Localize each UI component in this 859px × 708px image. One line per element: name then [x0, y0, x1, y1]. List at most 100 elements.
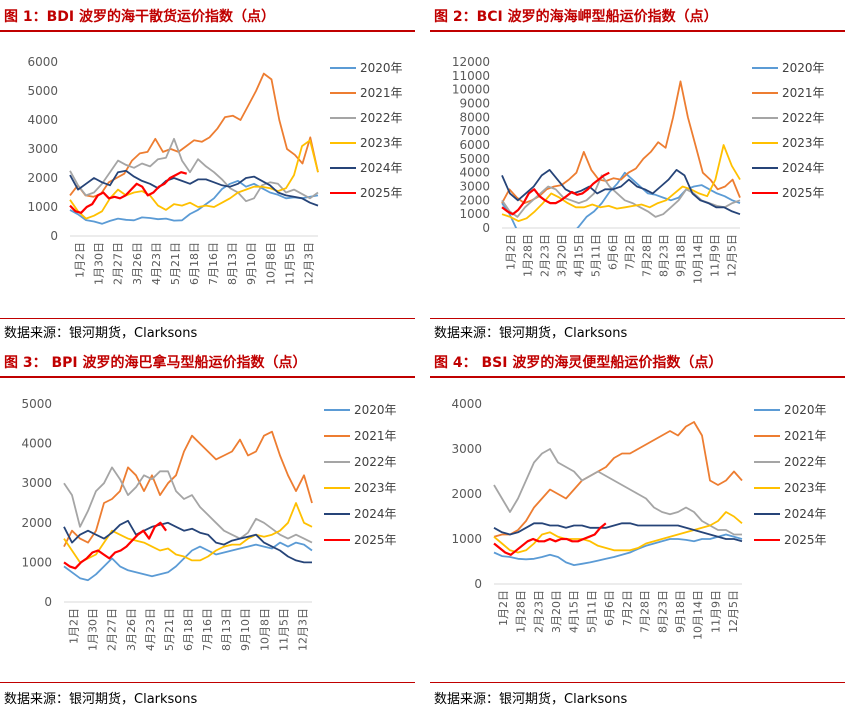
y-tick-label: 0	[44, 595, 52, 609]
x-tick-label: 9月10日	[245, 242, 258, 285]
series-line-2024年	[501, 168, 741, 216]
legend-label: 2020年	[782, 61, 825, 75]
series-line-2025年	[501, 171, 610, 216]
series-line-2021年	[501, 80, 741, 205]
x-tick-label: 1月2日	[505, 234, 518, 270]
y-tick-label: 5000	[21, 397, 52, 411]
chart-title: 图 2：BCI 波罗的海海岬型船运价指数（点）	[434, 9, 718, 25]
x-tick-label: 4月23日	[150, 242, 163, 285]
y-tick-label: 11000	[452, 69, 490, 83]
y-tick-label: 8000	[459, 110, 490, 124]
y-tick-label: 7000	[459, 124, 490, 138]
chart-title: 图 4： BSI 波罗的海灵便型船运价指数（点）	[434, 355, 723, 371]
y-tick-label: 1000	[451, 532, 482, 546]
legend-label: 2025年	[354, 533, 397, 547]
x-tick-label: 2月27日	[112, 242, 125, 285]
legend-label: 2021年	[354, 429, 397, 443]
series-line-2020年	[63, 541, 313, 582]
series-line-2024年	[63, 519, 312, 564]
title-rule	[0, 376, 415, 378]
x-tick-label: 1月28日	[522, 234, 535, 277]
x-tick-label: 5月21日	[169, 242, 182, 285]
series-line-2022年	[493, 448, 742, 536]
source-rule	[0, 318, 415, 319]
y-tick-label: 0	[474, 577, 482, 591]
x-tick-label: 5月11日	[585, 590, 598, 633]
x-tick-label: 1月2日	[68, 608, 81, 644]
x-tick-label: 2月27日	[106, 608, 119, 651]
source-rule	[430, 682, 845, 683]
title-rule	[0, 30, 415, 32]
chart-panel-bdi: 图 1：BDI 波罗的海干散货运价指数（点） 0 1000 2000 3000 4000…	[0, 0, 415, 346]
x-tick-label: 1月28日	[515, 590, 528, 633]
x-tick-label: 7月2日	[624, 234, 637, 270]
x-tick-label: 8月13日	[220, 608, 233, 651]
x-tick-label: 2月23日	[539, 234, 552, 277]
y-tick-label: 3000	[459, 180, 490, 194]
legend-label: 2024年	[784, 507, 827, 521]
series-line-2021年	[69, 72, 319, 198]
y-tick-label: 3000	[21, 476, 52, 490]
series-line-2021年	[63, 430, 313, 548]
series-line-2022年	[69, 137, 319, 203]
x-tick-label: 7月2日	[621, 590, 634, 626]
x-tick-label: 11月5日	[277, 608, 290, 651]
x-tick-label: 7月16日	[207, 242, 220, 285]
x-tick-label: 10月14日	[692, 234, 705, 284]
x-tick-label: 4月15日	[568, 590, 581, 633]
x-tick-label: 3月26日	[125, 608, 138, 651]
x-tick-label: 4月15日	[573, 234, 586, 277]
series-line-2020年	[69, 179, 319, 225]
legend-label: 2023年	[784, 481, 827, 495]
x-tick-label: 1月2日	[74, 242, 87, 278]
y-tick-label: 1000	[459, 207, 490, 221]
legend-label: 2023年	[354, 481, 397, 495]
y-tick-label: 3000	[451, 442, 482, 456]
x-tick-label: 7月28日	[639, 590, 652, 633]
x-tick-label: 12月3日	[302, 242, 315, 285]
legend-label: 2025年	[782, 186, 825, 200]
y-tick-label: 3000	[27, 142, 58, 156]
chart-bpi: 0 1000 2000 3000 4000 5000 1月2日 1月30日 2月27日 3月26日…	[21, 397, 397, 651]
title-rule	[430, 376, 845, 378]
x-tick-label: 8月23日	[658, 234, 671, 277]
y-tick-label: 5000	[459, 152, 490, 166]
y-tick-label: 0	[50, 229, 58, 243]
x-tick-label: 6月18日	[182, 608, 195, 651]
title-rule	[430, 30, 845, 32]
y-tick-label: 2000	[459, 193, 490, 207]
legend-label: 2024年	[782, 161, 825, 175]
series-line-2022年	[63, 466, 313, 544]
series-line-2025年	[63, 521, 167, 570]
data-source-note: 数据来源：银河期货，Clarksons	[4, 326, 198, 341]
source-rule	[0, 682, 415, 683]
y-tick-label: 6000	[459, 138, 490, 152]
chart-bdi: 0 1000 2000 3000 4000 5000 6000 1月2日 1月30日 2月27日 3…	[27, 55, 403, 285]
x-tick-label: 6月6日	[603, 590, 616, 626]
legend-label: 2022年	[360, 111, 403, 125]
x-tick-label: 7月16日	[201, 608, 214, 651]
chart-panel-bsi: 图 4： BSI 波罗的海灵便型船运价指数（点） 0 1000 2000 3000 40…	[430, 346, 845, 708]
y-tick-label: 5000	[27, 84, 58, 98]
x-tick-label: 11月5日	[283, 242, 296, 285]
legend-label: 2024年	[354, 507, 397, 521]
x-tick-label: 9月18日	[674, 590, 687, 633]
y-tick-label: 4000	[451, 397, 482, 411]
x-tick-label: 1月30日	[87, 608, 100, 651]
y-tick-label: 2000	[21, 516, 52, 530]
x-tick-label: 5月21日	[163, 608, 176, 651]
legend-label: 2024年	[360, 161, 403, 175]
x-tick-label: 9月18日	[675, 234, 688, 277]
chart-panel-bci: 图 2：BCI 波罗的海海岬型船运价指数（点） 0 1000 2000 3000 400…	[430, 0, 845, 346]
x-tick-label: 3月20日	[550, 590, 563, 633]
series-line-2024年	[69, 169, 319, 207]
source-rule	[430, 318, 845, 319]
chart-panel-bpi: 图 3： BPI 波罗的海巴拿马型船运价指数（点） 0 1000 2000 3000 4…	[0, 346, 415, 708]
x-tick-label: 6月18日	[188, 242, 201, 285]
y-tick-label: 9000	[459, 97, 490, 111]
x-tick-label: 10月8日	[264, 242, 277, 285]
x-tick-label: 8月23日	[656, 590, 669, 633]
legend-label: 2023年	[360, 136, 403, 150]
y-tick-label: 2000	[451, 487, 482, 501]
chart-title: 图 3： BPI 波罗的海巴拿马型船运价指数（点）	[4, 355, 307, 371]
